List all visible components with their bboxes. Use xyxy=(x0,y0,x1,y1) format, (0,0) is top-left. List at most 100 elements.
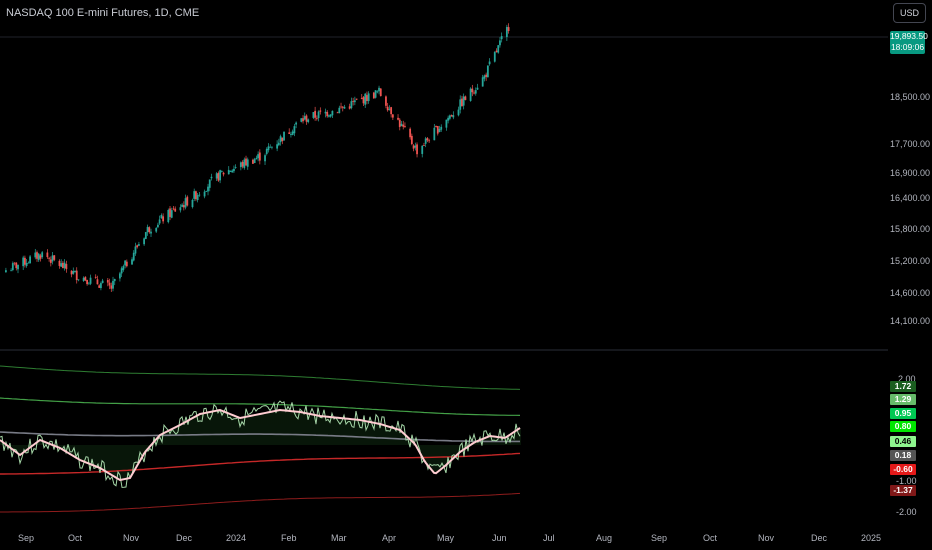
candle-body xyxy=(245,158,247,166)
candle-body xyxy=(11,263,14,271)
candle-body xyxy=(219,170,222,181)
candle-body xyxy=(25,263,28,266)
candle-body xyxy=(488,61,491,65)
candle-body xyxy=(77,279,80,281)
candle-body xyxy=(497,45,500,53)
candle-body xyxy=(24,257,26,265)
oscillator-indicator[interactable] xyxy=(0,365,521,513)
candle-body xyxy=(144,232,147,239)
time-axis[interactable]: Sep Oct Nov Dec 2024 Feb Mar Apr May Jun… xyxy=(18,533,881,543)
candle-body xyxy=(290,134,292,135)
candle-body xyxy=(49,259,52,263)
candle-body xyxy=(388,108,391,110)
candle-body xyxy=(324,111,327,114)
candle-body xyxy=(341,106,344,108)
candle-body xyxy=(74,270,76,273)
candle-body xyxy=(193,191,196,199)
candle-body xyxy=(146,226,149,233)
indicator-axis[interactable]: 2.00 -1.00 -2.00 xyxy=(896,374,917,517)
candle-body xyxy=(379,88,382,97)
candle-body xyxy=(416,144,418,155)
candle-body xyxy=(217,172,220,181)
candle-body xyxy=(474,90,477,94)
candle-body xyxy=(435,126,437,128)
price-axis[interactable]: 18,500.00 17,700.00 16,900.00 16,400.00 … xyxy=(890,92,930,326)
candle-body xyxy=(58,260,61,266)
candle-body xyxy=(450,115,453,117)
candle-body xyxy=(343,106,346,109)
time-tick-label: Dec xyxy=(811,533,828,543)
candle-body xyxy=(119,273,121,279)
candle-body xyxy=(265,148,268,154)
candle-body xyxy=(110,285,113,289)
candle-body xyxy=(277,142,280,146)
time-tick-label: Oct xyxy=(68,533,83,543)
candle-body xyxy=(326,111,329,117)
time-tick-label: Aug xyxy=(596,533,612,543)
candle-body xyxy=(307,119,310,123)
time-tick-label: Nov xyxy=(758,533,775,543)
candle-body xyxy=(291,131,294,135)
candle-body xyxy=(53,255,56,260)
candle-body xyxy=(448,115,451,119)
candle-body xyxy=(433,127,436,141)
candle-body xyxy=(329,114,332,117)
symbol-title[interactable]: NASDAQ 100 E-mini Futures, 1D, CME xyxy=(6,7,200,19)
candle-body xyxy=(391,114,394,118)
candle-body xyxy=(62,262,64,269)
candle-body xyxy=(409,128,412,138)
candle-body xyxy=(457,109,460,116)
candle-body xyxy=(495,50,498,53)
indicator-value-badge: 0.80 xyxy=(890,421,916,432)
price-tick-label: 17,700.00 xyxy=(890,139,930,149)
lower-outer-band xyxy=(0,492,521,513)
candle-body xyxy=(148,227,151,233)
candle-body xyxy=(13,262,16,264)
candle-body xyxy=(331,110,334,116)
candle-body xyxy=(283,131,285,141)
mid-band xyxy=(0,431,520,443)
time-tick-label: Oct xyxy=(703,533,718,543)
candle-body xyxy=(461,98,463,107)
candle-body xyxy=(5,270,7,273)
candle-body xyxy=(385,96,387,106)
candle-body xyxy=(423,145,425,146)
candle-body xyxy=(276,144,279,149)
time-tick-label: Sep xyxy=(18,533,34,543)
candle-body xyxy=(314,110,317,118)
candle-body xyxy=(293,126,296,134)
candle-body xyxy=(160,215,163,219)
currency-button[interactable]: USD xyxy=(893,3,926,23)
candle-body xyxy=(46,252,49,258)
candle-body xyxy=(398,119,401,128)
candle-body xyxy=(124,260,127,266)
candle-body xyxy=(155,228,158,232)
candle-body xyxy=(227,169,230,175)
candlestick-series[interactable] xyxy=(5,23,510,292)
candle-body xyxy=(89,277,92,284)
candle-body xyxy=(481,77,484,87)
candle-body xyxy=(210,176,213,179)
indicator-tick-label: 2.00 xyxy=(898,374,916,384)
lower-inner-band xyxy=(0,452,521,475)
candle-body xyxy=(319,110,322,112)
candle-body xyxy=(445,119,448,128)
candle-body xyxy=(51,255,54,262)
candle-body xyxy=(170,210,173,218)
time-tick-label: Jun xyxy=(492,533,507,543)
candle-body xyxy=(29,256,31,264)
time-tick-label: 2024 xyxy=(226,533,246,543)
candle-body xyxy=(410,135,413,145)
candle-body xyxy=(499,40,501,46)
candle-body xyxy=(464,96,467,100)
candle-body xyxy=(352,100,355,102)
indicator-value-badge: 1.72 xyxy=(890,381,916,392)
candle-body xyxy=(428,140,431,142)
time-tick-label: Feb xyxy=(281,533,297,543)
candle-body xyxy=(191,200,194,208)
indicator-value-badge: 0.46 xyxy=(890,436,916,447)
candle-body xyxy=(252,159,254,164)
candle-body xyxy=(397,117,399,120)
candle-body xyxy=(374,90,377,98)
